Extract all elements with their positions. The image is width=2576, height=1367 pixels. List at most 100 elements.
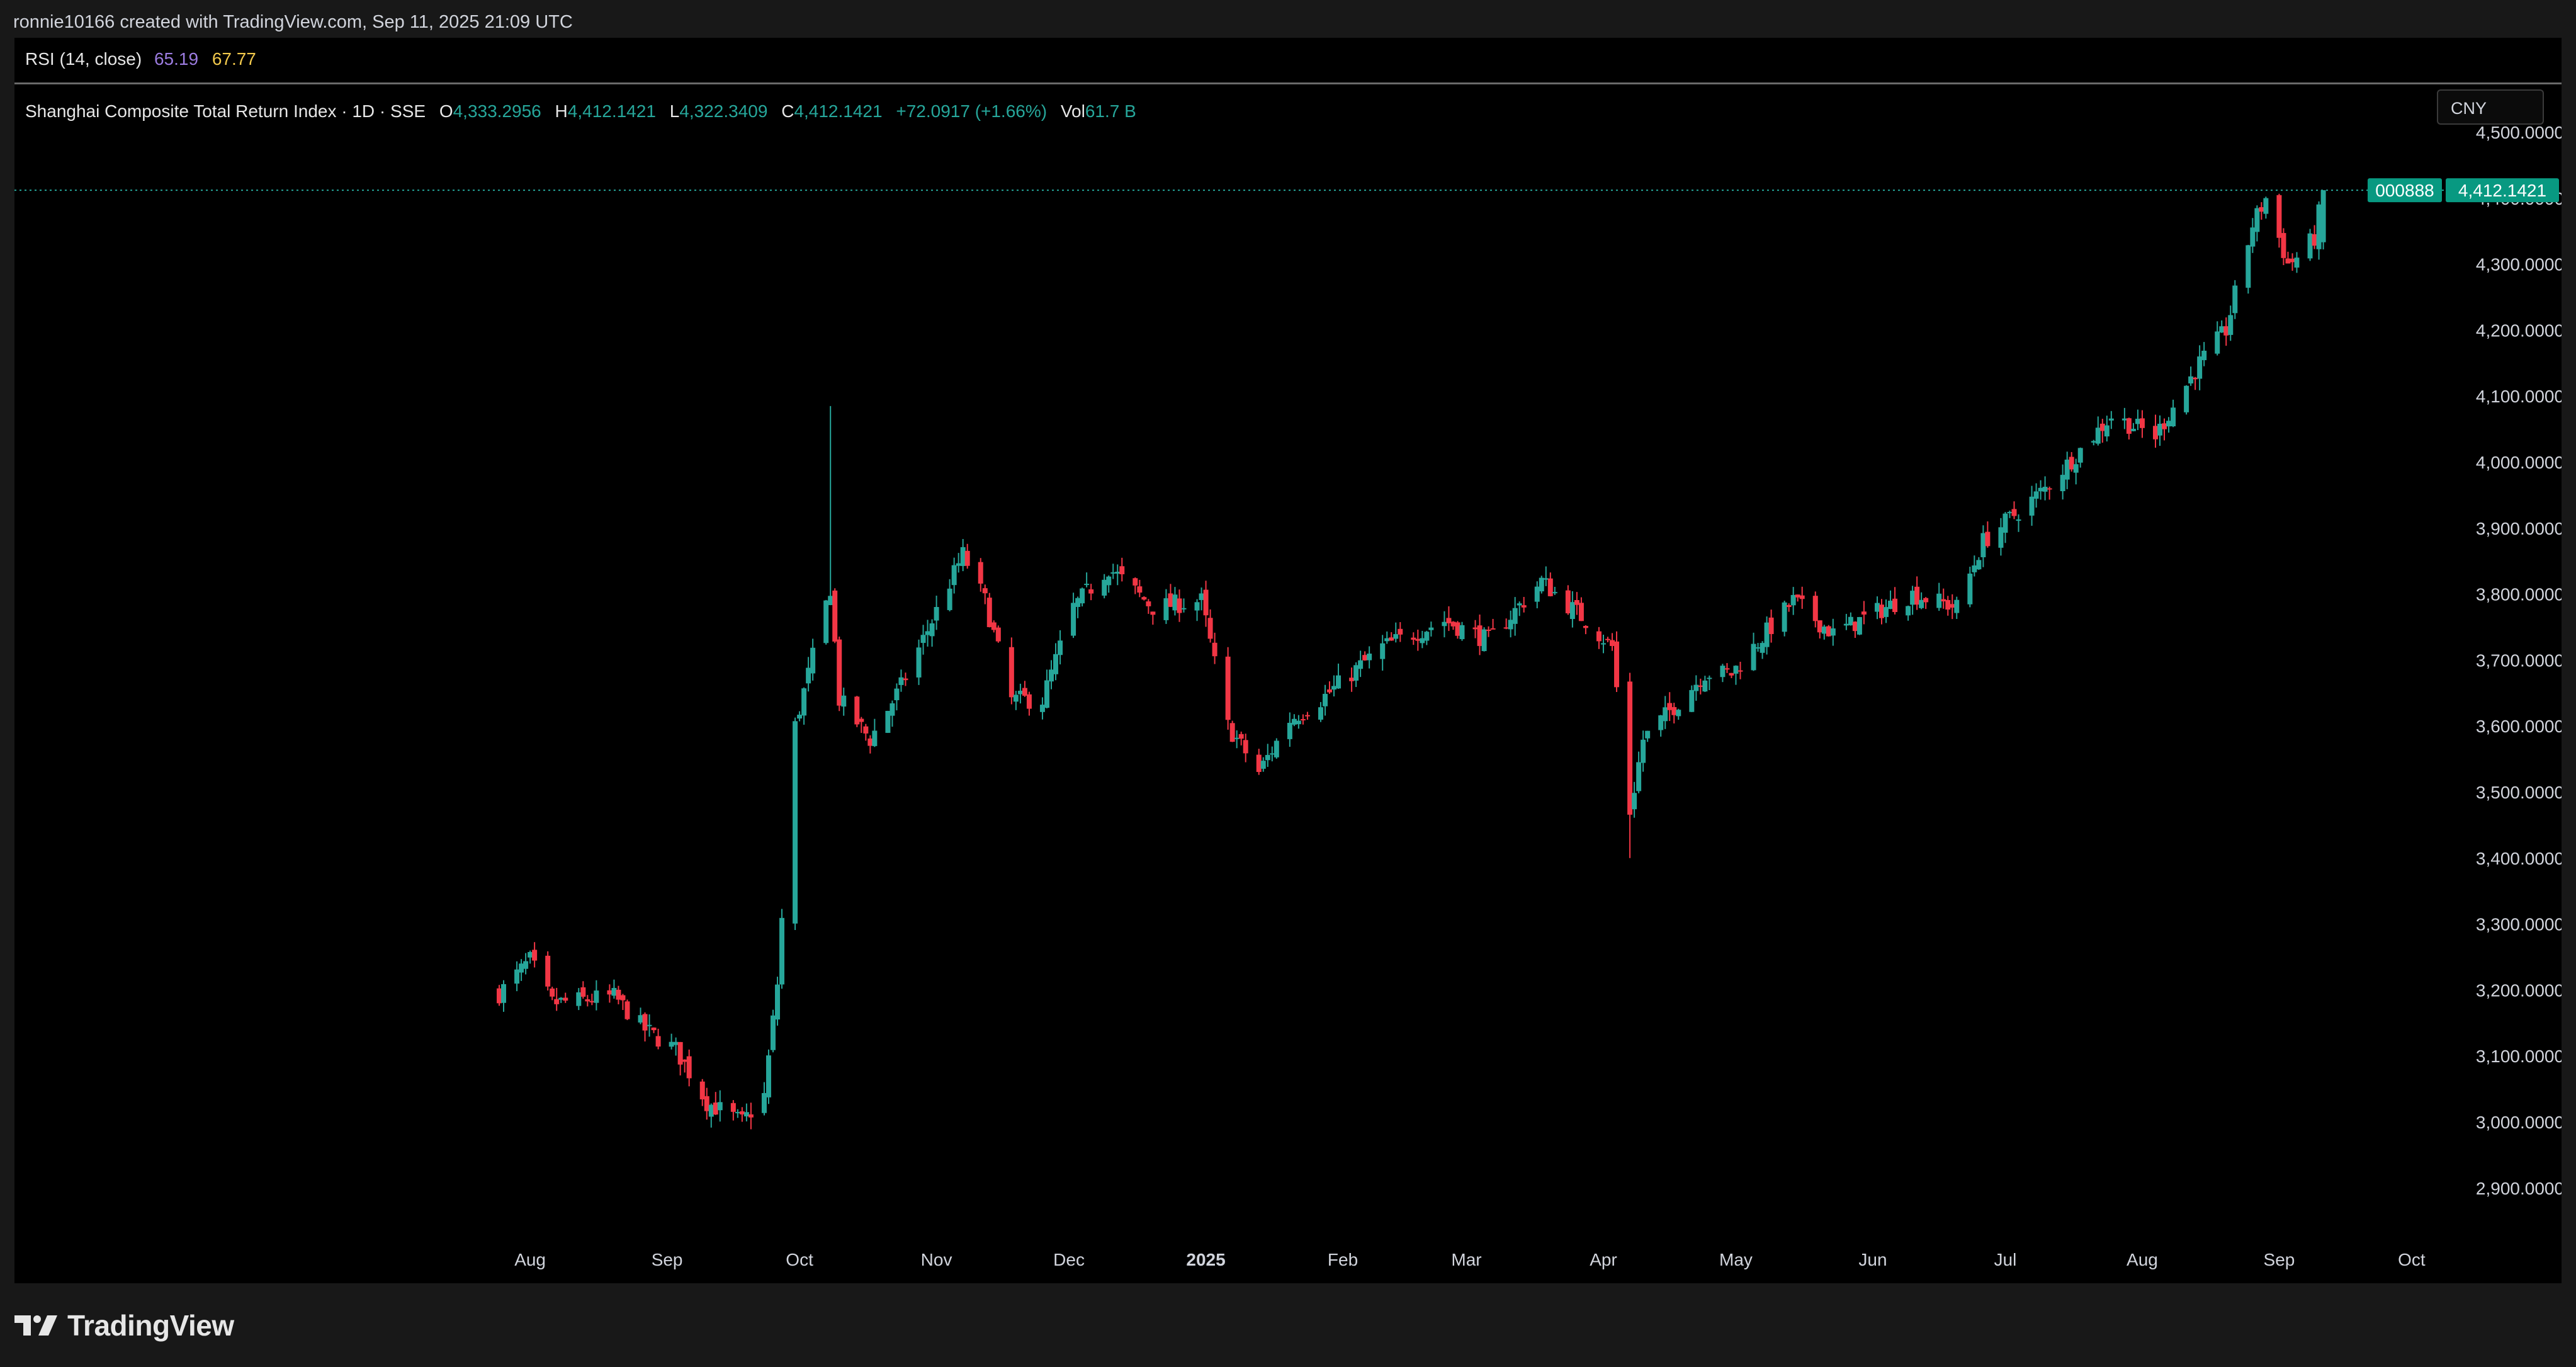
y-tick-label: 3,600.0000 bbox=[2476, 717, 2562, 736]
candle-body bbox=[1906, 606, 1911, 616]
candle-body bbox=[1707, 678, 1712, 679]
candle-body bbox=[1578, 603, 1584, 621]
candle-body bbox=[1269, 753, 1275, 755]
pane-divider[interactable] bbox=[14, 82, 2562, 84]
candle-body bbox=[986, 598, 992, 627]
price-tag-value: 4,412.1421 bbox=[2458, 181, 2546, 200]
x-tick-label: Jul bbox=[1994, 1250, 2017, 1269]
candle-body bbox=[1048, 669, 1054, 682]
candle-body bbox=[2250, 227, 2256, 247]
candle-body bbox=[1106, 576, 1112, 586]
candle-body bbox=[1194, 602, 1200, 611]
candle-body bbox=[1424, 632, 1430, 641]
candle-body bbox=[956, 563, 961, 566]
candle-body bbox=[1733, 666, 1739, 674]
candle-body bbox=[1914, 586, 1920, 605]
y-tick-label: 3,800.0000 bbox=[2476, 585, 2562, 604]
candle-body bbox=[1636, 762, 1642, 791]
y-tick-label: 3,200.0000 bbox=[2476, 980, 2562, 1000]
candle-body bbox=[1848, 616, 1853, 626]
candle-body bbox=[673, 1041, 679, 1045]
candle-body bbox=[563, 997, 568, 1001]
y-tick-label: 3,500.0000 bbox=[2476, 783, 2562, 802]
candle-body bbox=[1569, 602, 1575, 620]
candle-body bbox=[1088, 589, 1094, 594]
candle-body bbox=[735, 1112, 740, 1114]
candle-body bbox=[1884, 607, 1889, 617]
candle-body bbox=[2201, 350, 2207, 360]
candle-body bbox=[1645, 730, 1651, 739]
candle-body bbox=[1110, 572, 1116, 574]
candle-body bbox=[2193, 377, 2198, 380]
candle-body bbox=[894, 688, 900, 701]
price-chart[interactable]: 4,500.00004,400.00004,300.00004,200.0000… bbox=[14, 38, 2562, 1283]
candle-body bbox=[1411, 637, 1416, 640]
candle-body bbox=[1663, 707, 1668, 722]
candle-body bbox=[1888, 600, 1894, 610]
x-tick-label: Feb bbox=[1328, 1250, 1358, 1269]
candle-body bbox=[2254, 208, 2260, 232]
candle-body bbox=[1331, 686, 1337, 690]
candle-body bbox=[1349, 678, 1355, 681]
candle-body bbox=[1017, 690, 1023, 695]
candle-body bbox=[793, 721, 798, 924]
chart-attribution: ronnie10166 created with TradingView.com… bbox=[13, 12, 573, 32]
candle-body bbox=[890, 703, 895, 716]
candle-body bbox=[1318, 707, 1323, 720]
candle-body bbox=[1676, 710, 1681, 717]
candle-body bbox=[1534, 586, 1540, 602]
candle-body bbox=[2263, 198, 2269, 214]
candle-body bbox=[872, 730, 878, 746]
candle-body bbox=[2166, 421, 2172, 427]
candle-body bbox=[1291, 718, 1297, 725]
candle-body bbox=[2320, 190, 2326, 242]
candle-body bbox=[704, 1096, 709, 1111]
candle-body bbox=[775, 984, 781, 1020]
candle-body bbox=[501, 984, 507, 1003]
candle-body bbox=[2091, 441, 2096, 443]
candle-body bbox=[765, 1055, 771, 1098]
candle-body bbox=[1632, 793, 1637, 810]
candle-body bbox=[2130, 428, 2136, 431]
candle-body bbox=[1380, 643, 1386, 659]
candle-body bbox=[1044, 680, 1049, 708]
candle-body bbox=[2276, 195, 2282, 238]
candle-body bbox=[1150, 611, 1156, 615]
candle-body bbox=[2285, 258, 2291, 264]
candle-body bbox=[2294, 258, 2300, 268]
candle-body bbox=[991, 622, 997, 630]
chart-panel[interactable]: RSI (14, close) 65.19 67.77 Shanghai Com… bbox=[14, 38, 2562, 1283]
candlestick-series bbox=[497, 190, 2326, 1130]
candle-body bbox=[1008, 647, 1014, 698]
candle-body bbox=[1817, 620, 1822, 633]
candle-body bbox=[497, 988, 502, 1004]
candle-body bbox=[1760, 643, 1765, 653]
candle-body bbox=[2126, 418, 2132, 434]
currency-button[interactable]: CNY bbox=[2437, 89, 2544, 125]
candle-body bbox=[2104, 425, 2110, 437]
candle-body bbox=[585, 999, 590, 1002]
open-value: 4,333.2956 bbox=[453, 101, 541, 121]
symbol-title: Shanghai Composite Total Return Index · … bbox=[25, 101, 426, 121]
candle-body bbox=[730, 1103, 736, 1112]
candle-body bbox=[854, 696, 860, 725]
candle-body bbox=[1512, 608, 1518, 624]
y-tick-label: 4,300.0000 bbox=[2476, 255, 2562, 275]
candle-body bbox=[1137, 586, 1143, 593]
candle-body bbox=[1941, 599, 1946, 602]
candle-body bbox=[934, 606, 939, 621]
candle-body bbox=[1265, 755, 1270, 761]
candle-body bbox=[1826, 626, 1831, 637]
candle-body bbox=[1892, 598, 1898, 613]
low-label: L bbox=[669, 101, 680, 121]
rsi-legend[interactable]: RSI (14, close) 65.19 67.77 bbox=[25, 38, 256, 82]
candle-body bbox=[1296, 720, 1301, 725]
candle-body bbox=[1539, 577, 1544, 592]
candle-body bbox=[1071, 603, 1076, 636]
candle-body bbox=[1327, 689, 1333, 693]
candle-body bbox=[2099, 423, 2105, 431]
candle-body bbox=[1980, 533, 1986, 557]
tradingview-brand[interactable]: TradingView bbox=[14, 1307, 234, 1344]
candle-body bbox=[1972, 565, 1977, 572]
symbol-legend[interactable]: Shanghai Composite Total Return Index · … bbox=[25, 96, 1136, 127]
